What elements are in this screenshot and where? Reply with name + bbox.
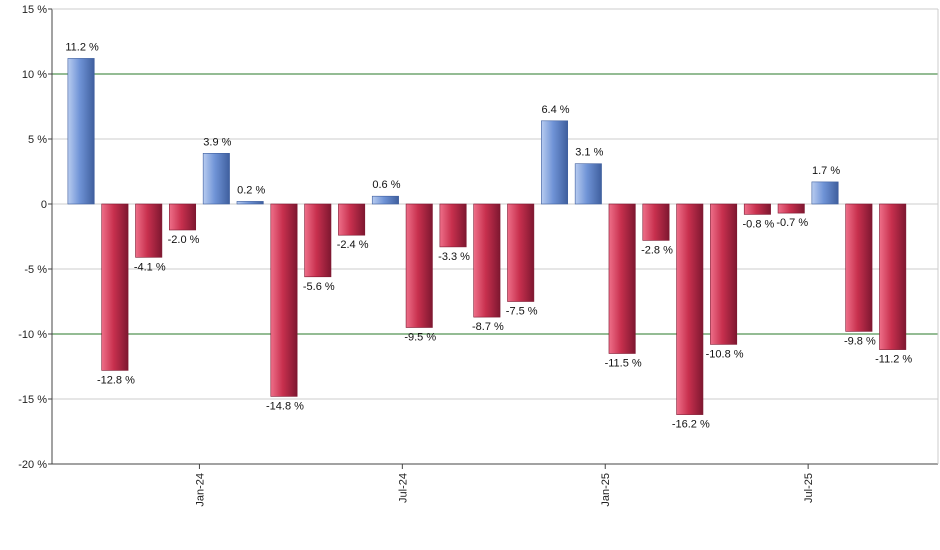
data-label: -0.7 % [776, 217, 808, 229]
y-tick-label: 0 [41, 199, 47, 211]
data-label: -11.2 % [875, 354, 912, 366]
x-tick-label: Jan-24 [194, 473, 206, 507]
data-label: -5.6 % [303, 281, 335, 293]
bar [405, 203, 433, 328]
y-tick-label: 5 % [28, 134, 47, 146]
data-label: 0.6 % [372, 179, 400, 191]
data-label: 3.1 % [575, 147, 603, 159]
y-tick-label: -15 % [18, 394, 47, 406]
data-label: -12.8 % [97, 374, 135, 386]
bar [202, 153, 230, 205]
y-tick-label: -20 % [18, 459, 47, 471]
data-label: -14.8 % [266, 400, 304, 412]
data-label: -3.3 % [438, 251, 470, 263]
y-tick-label: -10 % [18, 329, 47, 341]
label-layer: 11.2 % -12.8 % -4.1 % -2.0 % 3.9 % 0.2 % -14.8… [65, 41, 912, 430]
data-label: 6.4 % [541, 104, 569, 116]
data-label: -2.8 % [641, 244, 673, 256]
bar [135, 203, 163, 258]
bar [676, 203, 704, 415]
data-label: -8.7 % [472, 321, 504, 333]
bar [507, 203, 535, 302]
data-label: -0.8 % [743, 218, 775, 230]
bar [574, 163, 602, 205]
bar [811, 181, 839, 205]
data-label: -7.5 % [506, 306, 538, 318]
bar [270, 203, 298, 397]
data-label: -11.5 % [605, 358, 642, 370]
data-label: 1.7 % [812, 165, 840, 177]
bar [710, 203, 738, 345]
data-label: -16.2 % [672, 419, 710, 431]
data-label: 0.2 % [237, 184, 265, 196]
bar [845, 203, 873, 332]
y-tick-label: -5 % [24, 264, 47, 276]
data-label: 3.9 % [203, 136, 231, 148]
bar [338, 203, 366, 236]
bar [608, 203, 636, 354]
x-tick-label: Jul-25 [803, 473, 815, 503]
data-label: -4.1 % [134, 261, 166, 273]
x-tick-label: Jul-24 [397, 473, 409, 503]
bar [777, 203, 805, 214]
bar [371, 195, 399, 205]
data-label: -10.8 % [706, 348, 744, 360]
bar [101, 203, 129, 371]
bar [236, 201, 264, 205]
bar-layer [67, 58, 907, 415]
y-tick-label: 15 % [22, 4, 47, 16]
bar [67, 58, 95, 205]
bar [879, 203, 907, 350]
axis-layer: 15 % 10 % 5 % 0 -5 % -10 % -15 % -20 % Jan-24 Jul… [18, 4, 939, 507]
data-label: -2.4 % [337, 239, 369, 251]
bar [541, 120, 569, 205]
bar [304, 203, 332, 278]
bar [743, 203, 771, 215]
data-label: -9.8 % [844, 335, 876, 347]
data-label: 11.2 % [65, 41, 99, 53]
bar [169, 203, 197, 231]
bar [642, 203, 670, 241]
data-label: -2.0 % [168, 234, 200, 246]
bar [473, 203, 501, 318]
data-label: -9.5 % [404, 332, 436, 344]
bar [439, 203, 467, 248]
y-tick-label: 10 % [22, 69, 47, 81]
x-tick-label: Jan-25 [600, 473, 612, 507]
